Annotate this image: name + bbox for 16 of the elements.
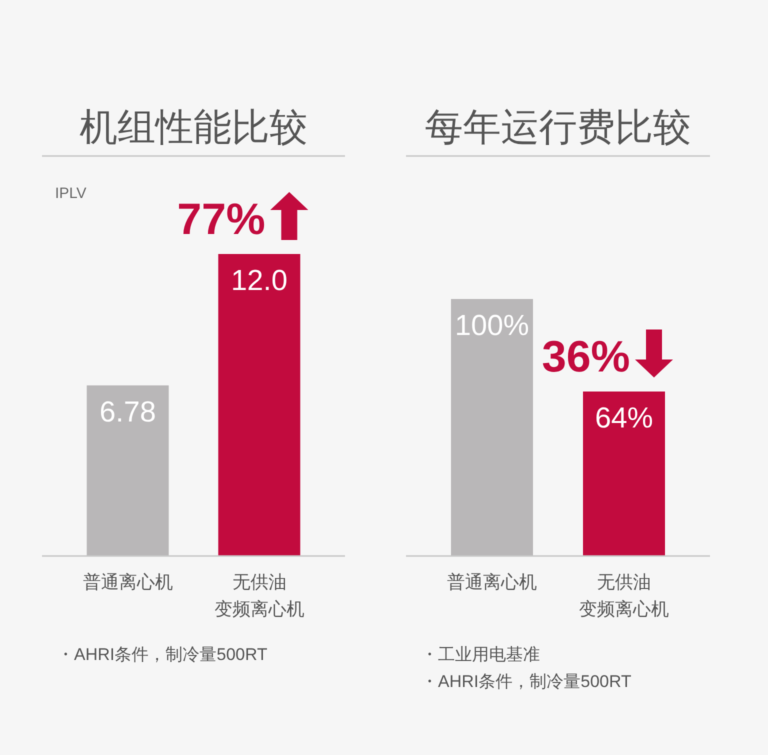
data-label: 64% bbox=[594, 402, 654, 435]
x-tick-label: 普通离心机 bbox=[82, 572, 173, 592]
data-label: 6.78 bbox=[100, 396, 156, 428]
y-axis-title: IPLV bbox=[55, 185, 86, 202]
text: ・AHRI条件，制冷量500RT bbox=[57, 645, 268, 664]
annotation: 77% bbox=[177, 195, 266, 244]
chart-title: 每年运行费比较 bbox=[425, 107, 691, 149]
x-tick-label: 无供油变频离心机 bbox=[579, 572, 669, 619]
chart-title: 机组性能比较 bbox=[80, 107, 308, 149]
x-tick-label: 普通离心机 bbox=[447, 572, 537, 592]
data-label: 100% bbox=[454, 310, 530, 342]
x-tick-label: 无供油变频离心机 bbox=[214, 572, 304, 619]
data-label: 12.0 bbox=[231, 265, 288, 297]
text: ・AHRI条件，制冷量500RT bbox=[421, 672, 632, 691]
annotation: 36% bbox=[542, 332, 630, 382]
text: ・工业用电基准 bbox=[421, 645, 540, 664]
